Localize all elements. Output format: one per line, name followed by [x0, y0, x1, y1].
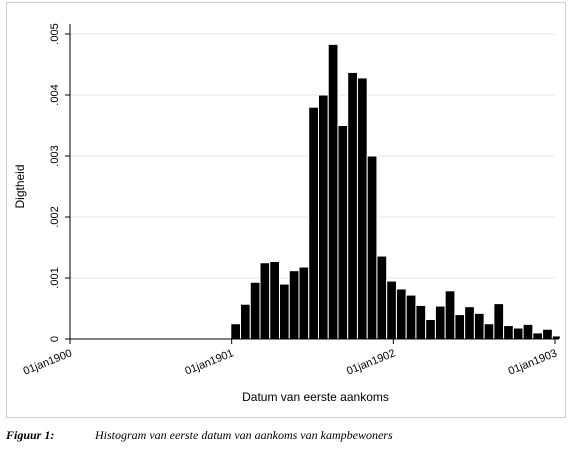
- histogram-bar: [298, 266, 310, 340]
- histogram-bars: [230, 43, 561, 340]
- x-tick-label: 01jan1902: [345, 347, 397, 377]
- y-tick-label: .004: [49, 84, 61, 105]
- histogram-bar: [249, 281, 261, 340]
- x-tick-label: 01jan1903: [507, 347, 559, 377]
- histogram-bar: [259, 262, 271, 340]
- histogram-bar: [444, 290, 456, 340]
- histogram-bar: [405, 294, 417, 340]
- histogram-bar: [542, 328, 553, 340]
- histogram-bar: [493, 303, 505, 340]
- y-axis-title: Digtheid: [13, 164, 27, 208]
- histogram-bar: [230, 323, 242, 340]
- x-axis-title: Datum van eerste aankoms: [242, 390, 389, 404]
- x-tick-label: 01jan1901: [183, 347, 235, 377]
- figure-caption-label: Figuur 1:: [6, 428, 55, 442]
- histogram-bar: [366, 155, 378, 340]
- y-tick-label: .003: [49, 145, 61, 166]
- histogram-bar: [522, 323, 534, 340]
- histogram-bar: [317, 94, 329, 340]
- histogram-bar: [483, 323, 495, 340]
- histogram-bar: [240, 303, 251, 340]
- histogram-bar: [269, 261, 281, 340]
- histogram-bar: [425, 318, 436, 340]
- histogram-bar: [356, 77, 368, 340]
- histogram-bar: [395, 288, 407, 340]
- y-tick-label: .005: [49, 23, 61, 44]
- y-tick-label: .002: [49, 206, 61, 227]
- histogram-bar: [279, 283, 290, 340]
- histogram-chart: 0 .001 .002 .003 .004 .005 01jan1900 01jan1901 0…: [13, 23, 561, 404]
- histogram-bar: [337, 125, 349, 340]
- histogram-bar: [376, 255, 388, 340]
- histogram-bar: [288, 270, 300, 340]
- histogram-bar: [434, 305, 446, 340]
- y-tick-label: 0: [49, 336, 61, 342]
- y-tick-label: .001: [49, 267, 61, 288]
- histogram-bar: [464, 306, 475, 340]
- x-tick-label: 01jan1900: [22, 347, 74, 377]
- histogram-bar: [473, 312, 485, 340]
- histogram-bar: [308, 106, 319, 340]
- histogram-bar: [386, 280, 397, 340]
- figure-frame: 0 .001 .002 .003 .004 .005 01jan1900 01jan1901 0…: [6, 2, 566, 418]
- histogram-bar: [532, 332, 544, 340]
- histogram-bar: [503, 325, 514, 340]
- histogram-bar: [512, 327, 524, 340]
- histogram-bar: [347, 71, 358, 340]
- histogram-bar: [415, 304, 427, 340]
- histogram-bar: [327, 43, 339, 340]
- figure-caption-text: Histogram van eerste datum van aankoms v…: [95, 428, 393, 442]
- histogram-bar: [454, 314, 466, 340]
